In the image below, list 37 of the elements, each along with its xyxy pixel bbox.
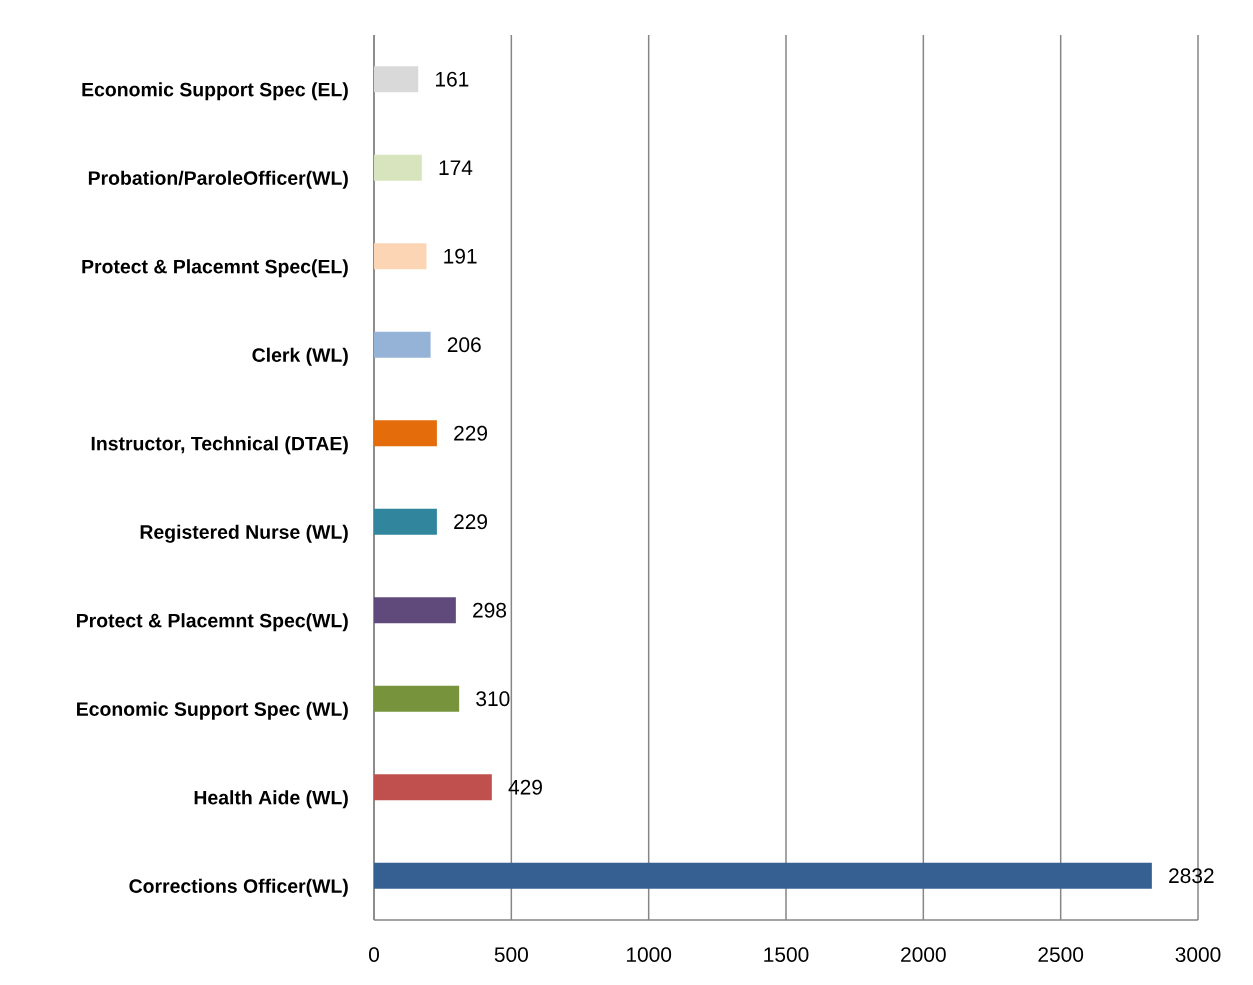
x-tick-label: 0: [369, 947, 379, 962]
x-tick-label: 2500: [1038, 947, 1084, 962]
bar: [374, 243, 427, 270]
data-label: 2832: [1169, 868, 1214, 884]
y-tick-label: Economic Support Spec (EL): [82, 82, 348, 101]
y-tick-label: Clerk (WL): [252, 347, 348, 366]
y-tick-label: Economic Support Spec (WL): [77, 701, 348, 720]
bar: [374, 420, 437, 447]
data-label: 191: [444, 248, 477, 264]
bar: [374, 331, 431, 358]
bar: [374, 862, 1152, 889]
data-label: 161: [436, 71, 469, 87]
bar: [374, 597, 456, 624]
bar: [374, 154, 422, 181]
y-tick-label: Registered Nurse (WL): [140, 524, 348, 543]
y-tick-label: Protect & Placemnt Spec(EL): [82, 259, 348, 278]
data-label: 229: [454, 514, 488, 530]
x-tick-label: 3000: [1175, 947, 1221, 962]
y-tick-label: Instructor, Technical (DTAE): [91, 436, 348, 455]
bar: [374, 66, 419, 93]
bar: [374, 508, 437, 535]
y-tick-label: Health Aide (WL): [194, 790, 348, 809]
y-tick-label: Corrections Officer(WL): [129, 878, 348, 897]
y-tick-label: Protect & Placemnt Spec(WL): [76, 613, 348, 632]
x-tick-label: 500: [494, 947, 528, 962]
data-label: 229: [454, 425, 488, 441]
bar: [374, 685, 460, 712]
data-label: 206: [447, 337, 481, 353]
bar: [374, 774, 492, 801]
x-tick-label: 2000: [901, 947, 946, 962]
data-label: 298: [473, 602, 507, 618]
data-label: 429: [508, 779, 542, 795]
data-label: 174: [439, 160, 473, 175]
x-tick-label: 1500: [764, 947, 809, 962]
data-label: 310: [476, 691, 510, 707]
y-tick-label: Probation/ParoleOfficer(WL): [88, 170, 348, 189]
x-tick-label: 1000: [627, 947, 672, 962]
